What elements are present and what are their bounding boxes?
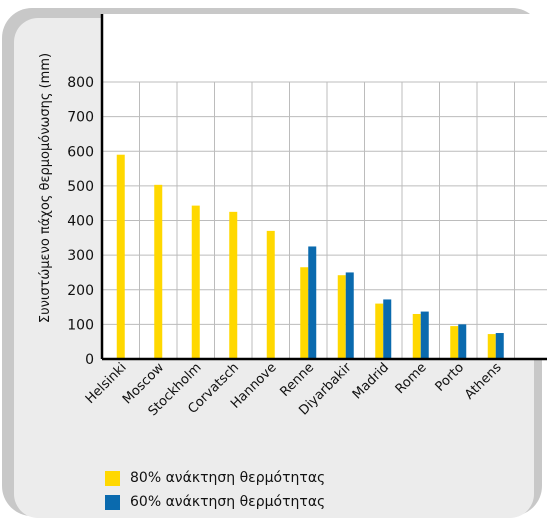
bar-80-helsinki: [116, 154, 125, 359]
bar-80-porto: [450, 326, 459, 359]
legend-label-60: 60% ανάκτηση θερμότητας: [130, 494, 326, 510]
bars-layer: [116, 154, 504, 359]
y-tick-label: 100: [67, 317, 94, 333]
bar-60-porto: [458, 324, 467, 359]
bar-80-athens: [487, 334, 496, 359]
bar-80-rome: [412, 313, 421, 359]
x-tick-label-porto: Porto: [433, 360, 467, 394]
x-tick-label-rome: Rome: [393, 360, 430, 397]
legend-item-80: 80% ανάκτηση θερμότητας: [105, 468, 325, 488]
y-tick-label: 600: [67, 144, 94, 160]
bar-80-corvatsch: [229, 211, 238, 359]
bar-80-renne: [300, 267, 309, 359]
y-tick-label: 400: [67, 214, 94, 230]
legend-item-60: 60% ανάκτηση θερμότητας: [105, 492, 325, 512]
bar-60-athens: [495, 333, 504, 359]
bar-60-madrid: [383, 299, 392, 359]
bar-80-hannove: [266, 230, 275, 359]
legend-label-80: 80% ανάκτηση θερμότητας: [130, 470, 326, 486]
y-tick-label: 300: [67, 248, 94, 264]
x-tick-label-athens: Athens: [462, 360, 505, 403]
x-tick-labels: HelsinkiMoscowStockholmCorvatschHannoveR…: [83, 360, 505, 419]
bar-80-diyarbakir: [337, 275, 346, 359]
legend-swatch-80: [105, 470, 120, 486]
grid-layer: [102, 81, 547, 359]
plot-area: [102, 14, 547, 359]
bar-60-rome: [420, 311, 429, 359]
chart-legend: 80% ανάκτηση θερμότητας 60% ανάκτηση θερ…: [105, 468, 325, 516]
y-axis-title: Συνιστώμενο πάχος θερμομόνωσης (mm): [38, 53, 53, 323]
x-tick-label-madrid: Madrid: [350, 360, 392, 402]
bar-80-stockholm: [191, 205, 200, 359]
bar-60-diyarbakir: [345, 272, 354, 359]
bar-80-moscow: [154, 184, 163, 359]
y-tick-labels: 0 100 200 300 400 500 600 700 800: [67, 75, 94, 368]
bar-60-renne: [308, 246, 317, 359]
y-tick-label: 500: [67, 179, 94, 195]
bar-80-madrid: [375, 303, 384, 359]
y-tick-label: 0: [85, 352, 94, 368]
y-tick-label: 800: [67, 75, 94, 91]
legend-swatch-60: [105, 494, 120, 510]
y-tick-label: 700: [67, 110, 94, 126]
y-tick-label: 200: [67, 283, 94, 299]
